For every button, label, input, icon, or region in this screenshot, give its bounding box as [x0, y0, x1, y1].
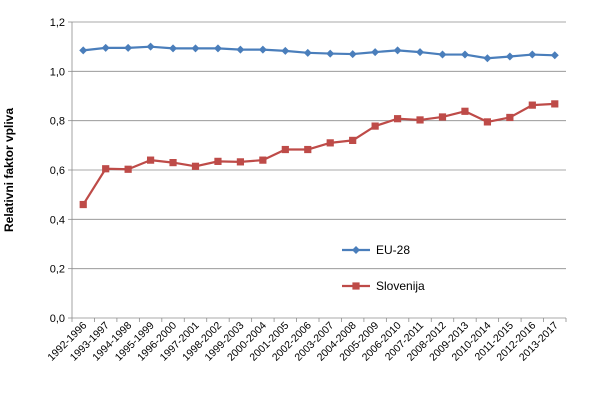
y-tick-label: 0,0	[50, 313, 65, 325]
data-point	[303, 48, 312, 57]
data-point	[124, 43, 133, 52]
data-point	[191, 44, 200, 53]
data-point	[393, 46, 402, 55]
data-point	[349, 136, 357, 144]
data-point	[259, 156, 267, 164]
legend-label: Slovenija	[376, 279, 425, 293]
x-tick-labels: 1992-19961993-19971994-19981995-19991996…	[45, 320, 561, 364]
legend-item: EU-28	[342, 243, 410, 257]
legend-item: Slovenija	[342, 279, 425, 293]
data-point	[191, 162, 200, 170]
series-slovenija	[79, 100, 559, 209]
y-tick-labels: 0,0 0,2 0,4 0,6 0,8 1,0 1,2	[50, 17, 65, 325]
data-point	[506, 113, 514, 122]
data-point	[416, 48, 425, 57]
data-point	[483, 118, 492, 126]
series-lines	[79, 42, 559, 209]
y-tick-label: 0,8	[50, 116, 65, 128]
series-line	[83, 45, 555, 60]
legend: EU-28 Slovenija	[342, 243, 425, 293]
data-point	[393, 115, 402, 123]
data-point	[169, 44, 178, 53]
legend-label: EU-28	[376, 243, 410, 257]
data-point	[236, 45, 245, 54]
data-point	[371, 122, 379, 130]
data-point	[550, 51, 559, 60]
data-point	[169, 159, 177, 167]
data-point	[460, 50, 469, 59]
data-point	[326, 139, 334, 147]
data-point	[528, 101, 536, 109]
y-tick-label: 1,2	[50, 17, 65, 29]
data-point	[304, 145, 312, 154]
data-point	[214, 157, 222, 165]
data-point	[281, 145, 289, 154]
y-tick-label: 0,2	[50, 264, 65, 276]
data-point	[124, 165, 132, 173]
series-line	[82, 102, 555, 206]
data-point	[213, 44, 222, 53]
y-tick-label: 0,6	[50, 165, 65, 177]
axes	[68, 21, 567, 322]
gridlines	[72, 21, 566, 270]
data-point	[461, 107, 469, 115]
y-tick-label: 0,4	[50, 214, 65, 226]
series-eu-28	[79, 42, 559, 63]
data-point	[79, 46, 88, 55]
data-point	[416, 116, 424, 124]
data-point	[146, 156, 155, 164]
y-tick-label: 1,0	[50, 66, 65, 78]
data-point	[438, 113, 447, 121]
data-point	[102, 165, 110, 173]
data-point	[551, 100, 559, 108]
data-point	[528, 50, 537, 59]
data-point	[146, 42, 155, 51]
data-point	[348, 50, 357, 59]
data-point	[505, 52, 514, 61]
data-point	[438, 50, 447, 59]
data-point	[326, 49, 335, 58]
data-point	[483, 54, 492, 63]
data-point	[371, 48, 380, 57]
data-point	[352, 282, 360, 290]
data-point	[79, 200, 87, 209]
data-point	[258, 45, 267, 54]
data-point	[101, 43, 110, 52]
data-point	[352, 246, 360, 254]
y-axis-label: Relativni faktor vpliva	[2, 108, 16, 232]
data-point	[236, 158, 245, 166]
data-point	[281, 46, 290, 55]
